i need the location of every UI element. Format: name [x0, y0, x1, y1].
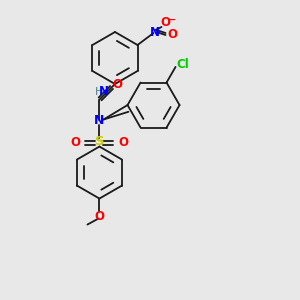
Text: O: O [112, 78, 122, 91]
Text: O: O [118, 136, 128, 149]
Text: O: O [167, 28, 178, 40]
Text: N: N [149, 26, 160, 38]
Text: N: N [94, 114, 105, 127]
Text: −: − [167, 15, 176, 25]
Text: Cl: Cl [176, 58, 189, 71]
Text: O: O [160, 16, 170, 29]
Text: O: O [94, 210, 104, 223]
Text: H: H [95, 87, 103, 97]
Text: N: N [99, 85, 109, 98]
Text: O: O [70, 136, 80, 149]
Text: S: S [94, 135, 104, 148]
